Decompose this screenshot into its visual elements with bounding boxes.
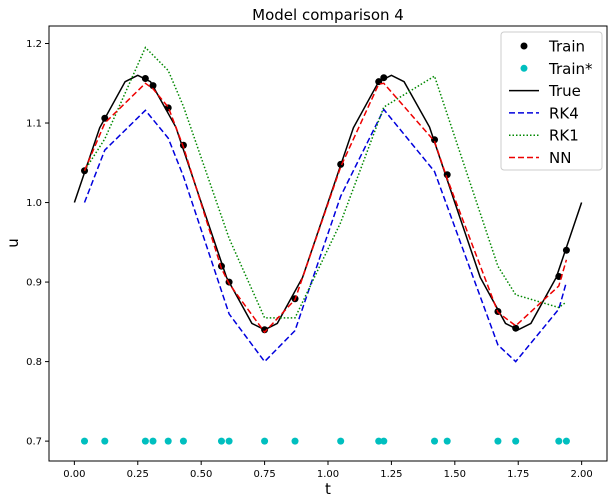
x-tick-label: 1.00	[317, 469, 339, 480]
x-tick-label: 0.50	[190, 469, 212, 480]
legend-swatch-train	[520, 64, 528, 72]
point-train	[141, 437, 149, 445]
y-axis-label: u	[4, 238, 22, 248]
legend-label-rk4: RK4	[549, 104, 579, 122]
axis-ticks: 0.00 0.25 0.50 0.75 1.00 1.25 1.50 1.75 2.00 0.7 0…	[26, 39, 593, 480]
legend-label-true: True	[548, 82, 581, 100]
x-tick-label: 0.25	[127, 469, 149, 480]
point-train	[101, 437, 109, 445]
x-tick-label: 0.75	[253, 469, 275, 480]
series-line-rk1	[83, 46, 567, 319]
point-train	[555, 437, 563, 445]
point-train	[149, 437, 157, 445]
legend-label-train: Train*	[548, 60, 593, 78]
point-train	[375, 437, 383, 445]
point-train	[380, 437, 388, 445]
point-train	[512, 437, 520, 445]
x-tick-label: 1.75	[507, 469, 529, 480]
plot-area	[73, 46, 583, 445]
point-train	[81, 437, 89, 445]
legend-label-nn: NN	[549, 149, 571, 167]
y-tick-label: 0.8	[26, 357, 42, 368]
x-axis-label: t	[325, 480, 331, 498]
point-train	[337, 437, 345, 445]
point-train	[225, 437, 233, 445]
point-train	[431, 437, 439, 445]
y-tick-label: 0.7	[26, 437, 42, 448]
point-train	[261, 437, 269, 445]
series-line-rk4	[83, 108, 568, 363]
legend-label-train: Train	[548, 38, 585, 56]
y-tick-label: 1.0	[26, 198, 42, 209]
legend-swatch-train	[520, 42, 528, 50]
legend: Train Train* True RK4 RK1 NN	[500, 31, 603, 171]
point-train	[494, 437, 502, 445]
y-tick-label: 1.1	[26, 119, 42, 130]
x-tick-label: 2.00	[571, 469, 593, 480]
chart-title: Model comparison 4	[252, 6, 404, 24]
point-train	[179, 437, 187, 445]
legend-label-rk1: RK1	[549, 127, 579, 145]
point-train	[562, 437, 570, 445]
point-train	[443, 437, 451, 445]
x-tick-label: 0.00	[63, 469, 85, 480]
x-tick-label: 1.50	[444, 469, 466, 480]
point-train	[217, 437, 225, 445]
point-train	[164, 437, 172, 445]
point-train	[291, 437, 299, 445]
y-tick-label: 0.9	[26, 278, 42, 289]
x-tick-label: 1.25	[380, 469, 402, 480]
y-tick-label: 1.2	[26, 39, 42, 50]
series-line-nn	[83, 82, 568, 334]
